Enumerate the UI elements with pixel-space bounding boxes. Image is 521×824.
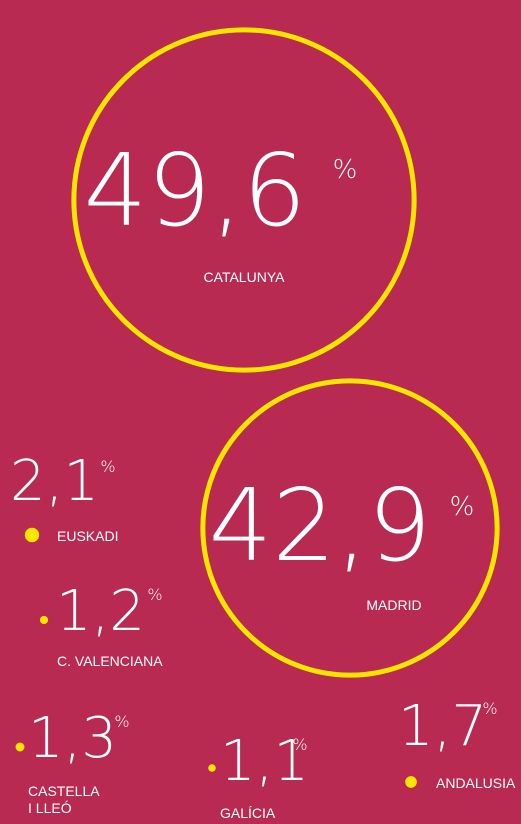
unit: % [100, 457, 115, 476]
unit: % [333, 155, 358, 185]
bubble [15, 742, 25, 752]
category-label-line: I LLEÓ [28, 800, 72, 816]
unit: % [450, 492, 475, 522]
unit: % [482, 699, 497, 718]
category-label: C. VALENCIANA [57, 653, 163, 669]
unit: % [147, 585, 162, 604]
category-label: CASTELLA I LLEÓ [28, 783, 100, 816]
value-label: 1,7 [398, 694, 487, 759]
category-label: ANDALUSIA [436, 775, 516, 791]
bubble [208, 764, 216, 772]
category-label-line: CASTELLA [28, 783, 100, 799]
bubble [71, 27, 417, 373]
value-label: 2,1 [10, 449, 99, 514]
bubble [24, 527, 40, 543]
value-label: 1,2 [56, 579, 145, 644]
unit: % [292, 735, 307, 754]
value-label: 49,6 [84, 132, 307, 249]
value-label: 1,1 [220, 729, 309, 794]
unit: % [114, 712, 129, 731]
category-label: MADRID [366, 597, 421, 613]
value-label: 42,9 [209, 467, 432, 584]
bubble [39, 615, 49, 625]
category-label: GALÍCIA [220, 805, 276, 821]
value-label: 1,3 [28, 706, 117, 771]
category-label: EUSKADI [57, 528, 118, 544]
category-label: CATALUNYA [204, 269, 286, 285]
bubble [405, 776, 417, 788]
bubble [200, 378, 500, 678]
